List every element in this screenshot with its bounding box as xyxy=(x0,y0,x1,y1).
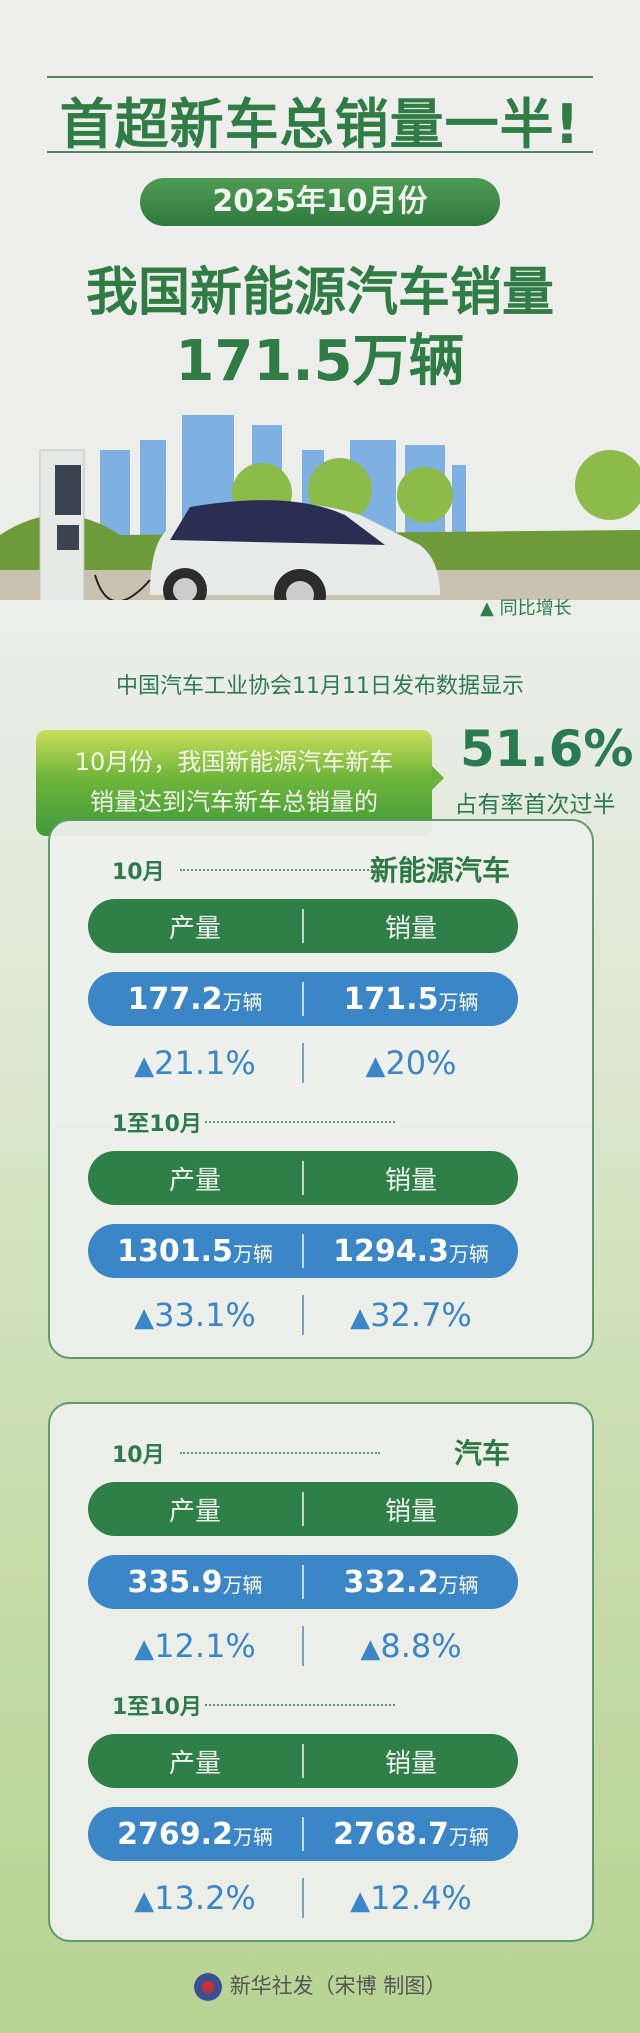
triangle-up-icon: ▲ xyxy=(360,1634,381,1664)
header-production: 产量 xyxy=(168,1748,221,1779)
page-title: 首超新车总销量一半! xyxy=(59,93,581,156)
header-production: 产量 xyxy=(168,1496,221,1527)
triangle-up-icon: ▲ xyxy=(350,1303,371,1333)
growth-cell: ▲33.1% xyxy=(134,1296,256,1334)
value-cell: 335.9万辆 xyxy=(127,1564,263,1600)
header-sales: 销量 xyxy=(384,1748,437,1779)
value-cell: 2768.7万辆 xyxy=(333,1816,489,1852)
header-sales: 销量 xyxy=(384,1496,437,1527)
value-cell: 2769.2万辆 xyxy=(117,1816,273,1852)
stats-panel: 新能源汽车 10月 产量 销量 177.2万辆 171.5万辆 ▲21.1% ▲20% 1至10… xyxy=(48,819,594,1359)
growth-row: ▲13.2% ▲12.4% xyxy=(88,1876,518,1920)
growth-cell: ▲8.8% xyxy=(360,1627,462,1665)
header-production: 产量 xyxy=(168,1165,221,1196)
triangle-up-icon: ▲ xyxy=(134,1886,155,1916)
stats-panel: 汽车 10月 产量 销量 335.9万辆 332.2万辆 ▲12.1% ▲8.8% 1至10月产… xyxy=(48,1402,594,1942)
period-label: 1至10月 xyxy=(112,1695,202,1720)
header-pill: 产量 销量 xyxy=(88,1151,518,1205)
header-pill: 产量 销量 xyxy=(88,899,518,953)
divider xyxy=(47,151,593,153)
ev-charging-illustration xyxy=(0,415,640,600)
value-cell: 1294.3万辆 xyxy=(333,1233,489,1269)
share-value: 51.6% xyxy=(460,720,634,778)
headline-value: 171.5万辆 xyxy=(175,329,465,394)
value-pill: 177.2万辆 171.5万辆 xyxy=(88,972,518,1026)
header-pill: 产量 销量 xyxy=(88,1482,518,1536)
callout-box: 10月份，我国新能源汽车新车 销量达到汽车新车总销量的 xyxy=(36,730,444,836)
header-pill: 产量 销量 xyxy=(88,1734,518,1788)
growth-cell: ▲13.2% xyxy=(134,1879,256,1917)
header-sales: 销量 xyxy=(384,913,437,944)
value-cell: 171.5万辆 xyxy=(343,981,479,1017)
value-pill: 335.9万辆 332.2万辆 xyxy=(88,1555,518,1609)
dotted-divider xyxy=(180,1452,380,1454)
period-label: 10月 xyxy=(112,1443,165,1468)
value-cell: 177.2万辆 xyxy=(127,981,263,1017)
period-label: 1至10月 xyxy=(112,1112,202,1137)
callout-line1: 10月份，我国新能源汽车新车 xyxy=(74,748,394,776)
footer-text: 新华社发（宋博 制图） xyxy=(229,1974,447,1998)
triangle-up-icon: ▲ xyxy=(134,1303,155,1333)
panel-category: 汽车 xyxy=(453,1437,510,1470)
triangle-up-icon: ▲ xyxy=(134,1634,155,1664)
share-caption: 占有率首次过半 xyxy=(454,792,616,818)
dotted-divider xyxy=(205,1121,395,1123)
headline: 我国新能源汽车销量 xyxy=(85,263,554,323)
date-pill: 2025年10月份 xyxy=(140,178,500,226)
growth-row: ▲33.1% ▲32.7% xyxy=(88,1293,518,1337)
panel-category: 新能源汽车 xyxy=(369,854,510,887)
value-cell: 332.2万辆 xyxy=(343,1564,479,1600)
header-production: 产量 xyxy=(168,913,221,944)
period-label: 10月 xyxy=(112,860,165,885)
growth-row: ▲21.1% ▲20% xyxy=(88,1041,518,1085)
value-pill: 1301.5万辆 1294.3万辆 xyxy=(88,1224,518,1278)
divider xyxy=(47,76,593,78)
growth-cell: ▲32.7% xyxy=(350,1296,472,1334)
legend-growth: ▲ 同比增长 xyxy=(480,598,572,619)
value-cell: 1301.5万辆 xyxy=(117,1233,273,1269)
footer-credit: 新华社发（宋博 制图） xyxy=(0,1970,640,2001)
growth-cell: ▲12.1% xyxy=(134,1627,256,1665)
source-text: 中国汽车工业协会11月11日发布数据显示 xyxy=(116,674,524,699)
growth-cell: ▲21.1% xyxy=(134,1044,256,1082)
growth-row: ▲12.1% ▲8.8% xyxy=(88,1624,518,1668)
growth-cell: ▲12.4% xyxy=(350,1879,472,1917)
xinhua-logo xyxy=(193,1973,222,2001)
triangle-up-icon: ▲ xyxy=(365,1051,386,1081)
growth-cell: ▲20% xyxy=(365,1044,457,1082)
callout-line2: 销量达到汽车新车总销量的 xyxy=(90,788,378,816)
dotted-divider xyxy=(180,869,380,871)
triangle-up-icon: ▲ xyxy=(350,1886,371,1916)
dotted-divider xyxy=(205,1704,395,1706)
triangle-up-icon: ▲ xyxy=(134,1051,155,1081)
value-pill: 2769.2万辆 2768.7万辆 xyxy=(88,1807,518,1861)
header-sales: 销量 xyxy=(384,1165,437,1196)
